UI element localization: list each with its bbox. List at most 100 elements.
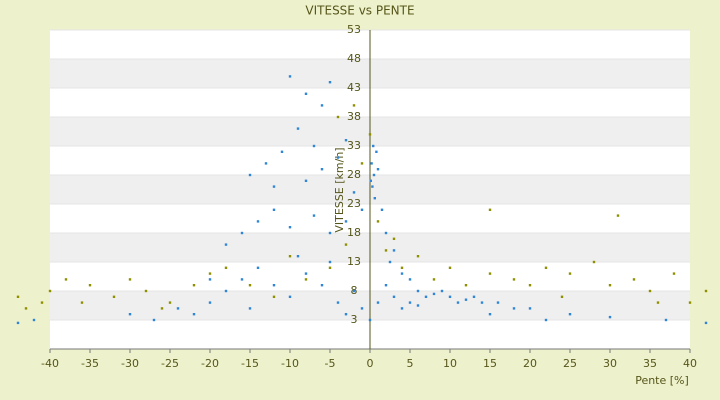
point [448, 295, 452, 298]
point [152, 318, 156, 322]
point [352, 191, 356, 194]
point [328, 260, 332, 264]
point [320, 284, 324, 287]
point [64, 278, 68, 281]
point [272, 208, 276, 211]
point [380, 208, 384, 211]
y-tick-label: 43 [347, 81, 361, 94]
point [304, 179, 308, 182]
point [296, 255, 300, 258]
y-tick-label: 13 [347, 255, 361, 268]
point [432, 278, 436, 281]
x-tick-label: 40 [683, 357, 697, 370]
point [168, 301, 172, 304]
point [488, 208, 492, 211]
point [392, 249, 396, 252]
point [272, 295, 276, 298]
point [608, 315, 612, 319]
y-tick-label: 23 [347, 197, 361, 210]
point [208, 278, 212, 281]
point [320, 104, 324, 107]
point [344, 220, 348, 223]
x-tick-label: -40 [41, 357, 59, 370]
point [88, 284, 92, 287]
point [16, 295, 20, 298]
point [632, 278, 636, 281]
point [448, 266, 452, 269]
point [272, 284, 276, 287]
point [488, 313, 492, 316]
point [328, 266, 332, 269]
point [608, 284, 612, 287]
point [256, 220, 260, 223]
point [344, 243, 348, 246]
point [464, 284, 468, 287]
point [370, 162, 373, 165]
point [373, 197, 376, 200]
point [304, 278, 308, 281]
point [352, 289, 356, 293]
point [568, 313, 572, 316]
point [336, 115, 340, 119]
point [388, 260, 392, 264]
point [320, 168, 324, 171]
point [424, 295, 428, 298]
point [528, 284, 532, 287]
point [408, 301, 412, 304]
point [480, 301, 484, 304]
point [408, 278, 412, 281]
point [112, 295, 116, 298]
point [328, 81, 332, 84]
point [704, 289, 708, 293]
point [568, 272, 572, 275]
x-tick-label: 25 [563, 357, 577, 370]
point [224, 289, 228, 293]
y-axis-label: VITESSE [km/h] [333, 147, 346, 232]
point [400, 307, 404, 310]
point [336, 301, 340, 304]
y-tick-label: 38 [347, 110, 361, 123]
point [304, 272, 308, 275]
x-tick-label: 20 [523, 357, 537, 370]
plot-area [49, 29, 691, 353]
point [248, 173, 252, 177]
x-tick-label: -30 [121, 357, 139, 370]
point [392, 237, 396, 240]
x-tick-label: 0 [367, 357, 374, 370]
point [369, 179, 372, 182]
point [16, 321, 20, 325]
point [376, 301, 380, 304]
point [528, 307, 532, 310]
x-tick-label: 5 [407, 357, 414, 370]
point [288, 255, 292, 258]
x-tick-label: -5 [325, 357, 336, 370]
point [208, 301, 212, 304]
point [272, 185, 276, 188]
point [416, 289, 420, 293]
y-tick-label: 18 [347, 226, 361, 239]
point [336, 156, 340, 159]
point [400, 266, 404, 269]
x-tick-label: -35 [81, 357, 99, 370]
point [160, 307, 164, 310]
point [376, 168, 380, 171]
point [296, 127, 300, 130]
point [368, 318, 372, 322]
point [512, 307, 516, 310]
point [432, 292, 436, 296]
point [328, 231, 332, 235]
point [372, 173, 376, 177]
point [192, 313, 196, 316]
point [208, 272, 212, 275]
x-tick-label: 35 [643, 357, 657, 370]
point [464, 298, 468, 301]
point [672, 272, 676, 275]
x-tick-label: -20 [201, 357, 219, 370]
point [128, 278, 132, 281]
point [512, 278, 516, 281]
point [144, 289, 148, 293]
point [80, 301, 84, 304]
point [648, 289, 652, 293]
point [24, 307, 28, 310]
